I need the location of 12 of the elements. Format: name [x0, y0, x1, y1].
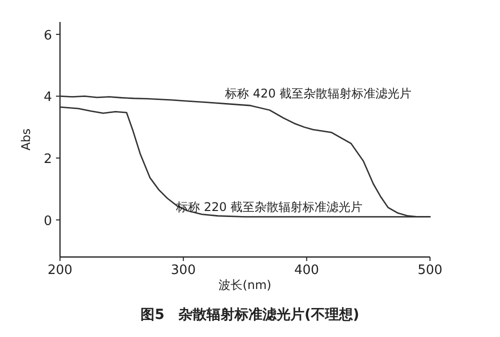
y-tick-label: 6 [44, 28, 52, 44]
series-label: 标称 420 截至杂散辐射标准滤光片 [224, 86, 412, 100]
x-tick-label: 200 [48, 263, 72, 278]
x-tick-label: 300 [170, 263, 196, 278]
y-tick-label: 4 [44, 90, 52, 106]
x-tick-label: 500 [418, 263, 442, 278]
x-tick-label: 400 [294, 263, 320, 278]
y-axis-title: Abs [19, 128, 33, 151]
text: 图5 杂散辐射标准滤光片(不理想) [140, 307, 360, 323]
x-axis-title: 波长(nm) [218, 278, 272, 292]
y-tick-label: 2 [44, 152, 52, 168]
y-tick-label: 0 [44, 214, 52, 229]
